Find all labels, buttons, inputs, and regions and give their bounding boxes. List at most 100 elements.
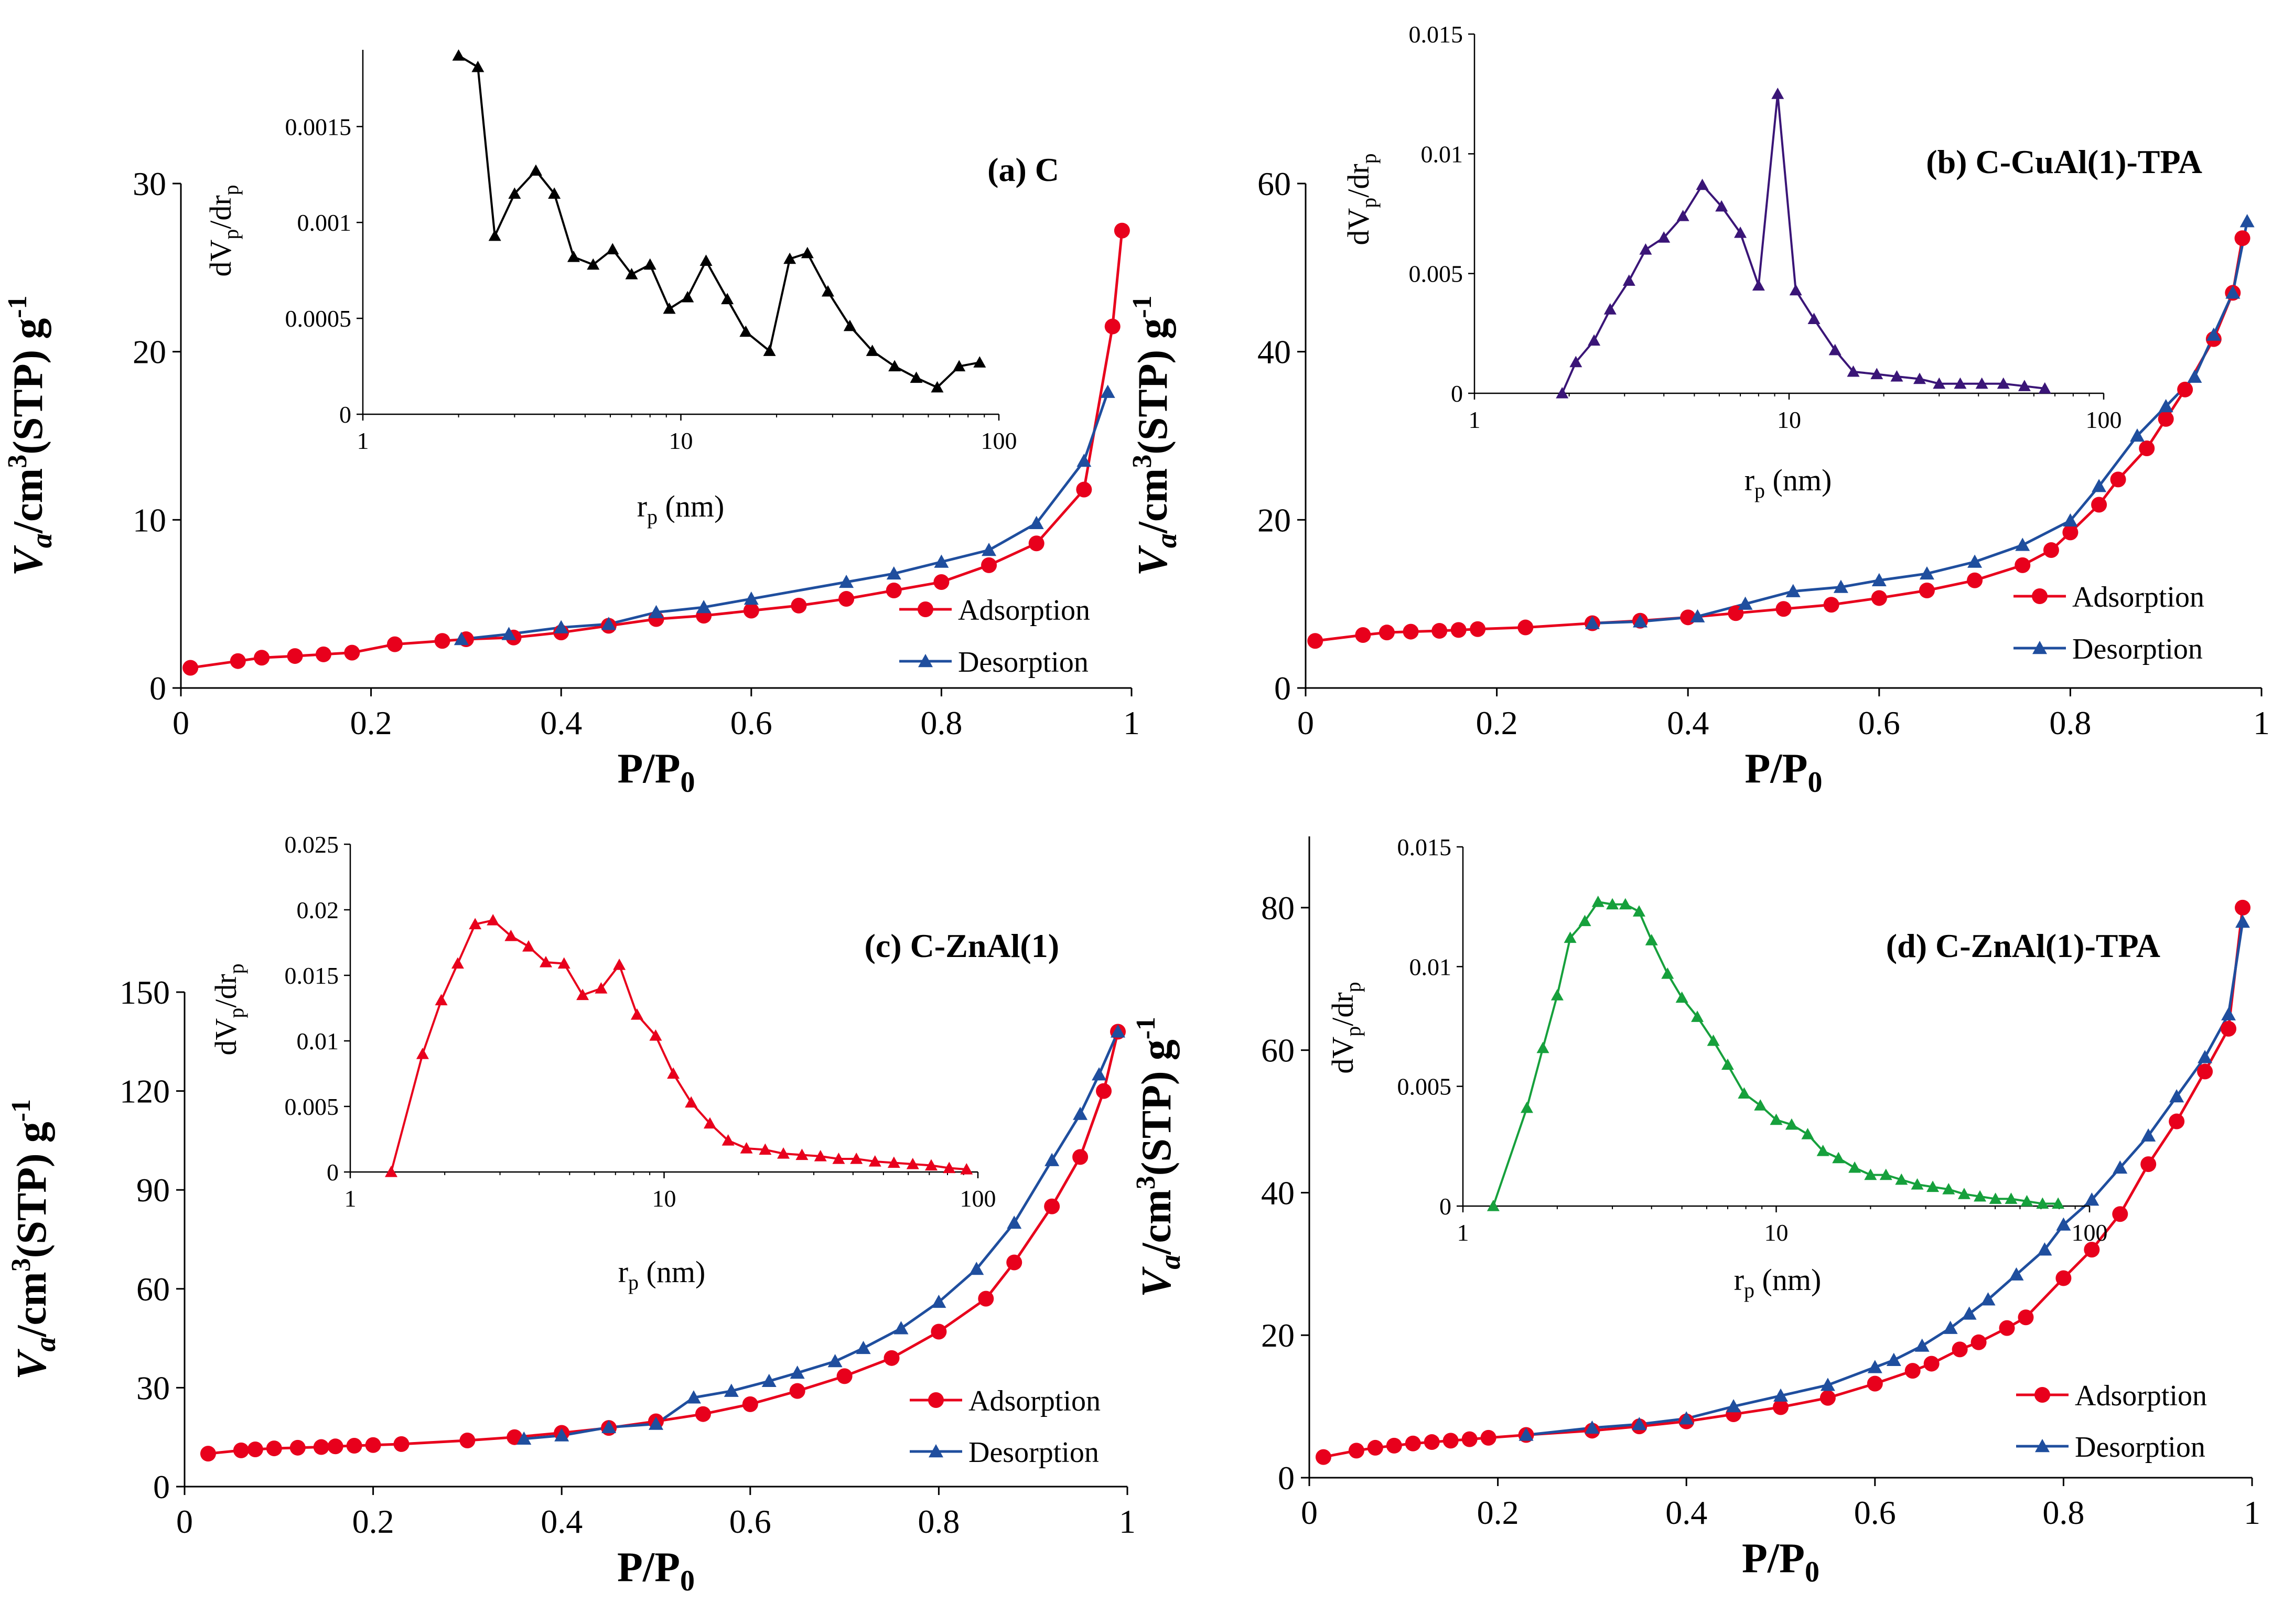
adsorption-point <box>1952 1341 1968 1358</box>
adsorption-point <box>884 1350 900 1366</box>
desorption-point <box>2198 1050 2213 1063</box>
inset-point <box>1848 1161 1861 1173</box>
legend-marker <box>2032 588 2048 604</box>
inset-point <box>1619 898 1632 910</box>
inset-y-tick-label: 0.01 <box>1421 141 1463 167</box>
desorption-point <box>1871 573 1887 586</box>
adsorption-point <box>386 636 403 652</box>
inset-point <box>763 345 776 356</box>
desorption-point <box>2015 537 2030 551</box>
inset-point <box>1752 279 1765 291</box>
adsorption-point <box>1450 622 1467 638</box>
panel-title: (a) C <box>987 151 1059 188</box>
inset-x-tick-label: 100 <box>981 427 1017 454</box>
desorption-point <box>1076 454 1092 467</box>
x-tick-label: 0.8 <box>2049 704 2091 741</box>
inset-point <box>452 49 465 61</box>
y-tick-label: 20 <box>1257 501 1291 539</box>
inset-point <box>2036 1197 2049 1209</box>
desorption-point <box>1833 579 1848 593</box>
legend-entry: Desorption <box>2072 633 2203 665</box>
desorption-point <box>454 632 469 646</box>
inset-y-tick-label: 0.001 <box>297 209 352 236</box>
desorption-point <box>649 1416 663 1430</box>
inset-y-tick-label: 0 <box>1439 1193 1451 1220</box>
desorption-point <box>1919 566 1934 580</box>
adsorption-point <box>1424 1434 1440 1450</box>
y-tick-label: 0 <box>1274 670 1291 707</box>
adsorption-point <box>1967 572 1983 588</box>
inset-x-tick-label: 1 <box>1469 406 1481 433</box>
desorption-point <box>2221 1007 2236 1020</box>
desorption-point <box>934 554 949 568</box>
x-tick-label: 0.8 <box>920 704 962 741</box>
adsorption-point <box>200 1446 216 1462</box>
series-line-desorption <box>461 391 1110 641</box>
desorption-point <box>2084 1192 2099 1206</box>
adsorption-point <box>315 646 331 662</box>
inset-point <box>1639 243 1652 255</box>
adsorption-point <box>266 1440 282 1457</box>
inset-point <box>1721 1058 1734 1070</box>
adsorption-point <box>743 603 759 619</box>
adsorption-point <box>1904 1363 1921 1379</box>
adsorption-point <box>344 644 360 661</box>
desorption-point <box>1886 1352 1901 1366</box>
inset-point <box>1879 1168 1892 1180</box>
adsorption-point <box>2112 1206 2128 1222</box>
y-tick-label: 60 <box>1257 165 1291 202</box>
adsorption-point <box>459 1432 476 1448</box>
x-tick-label: 0.2 <box>1477 1494 1519 1531</box>
legend-entry: Desorption <box>2075 1431 2205 1464</box>
inset-point <box>832 1153 845 1164</box>
adsorption-point <box>1480 1429 1496 1446</box>
legend-entry: Adsorption <box>968 1385 1101 1417</box>
inset-point <box>1801 1128 1814 1139</box>
inset-point <box>1569 356 1582 368</box>
inset-point <box>1738 1087 1751 1099</box>
adsorption-point <box>327 1438 343 1455</box>
inset-point <box>567 251 580 262</box>
desorption-point <box>601 617 616 630</box>
adsorption-point <box>1461 1431 1478 1447</box>
inset-point <box>1606 898 1619 910</box>
inset-y-axis-label: dVp/drp <box>1326 982 1365 1073</box>
x-tick-label: 0.2 <box>350 704 392 741</box>
inset-y-tick-label: 0.01 <box>1409 953 1452 980</box>
desorption-point <box>1867 1360 1882 1373</box>
adsorption-point <box>1315 1449 1331 1465</box>
desorption-point <box>1914 1338 1930 1352</box>
inset-point <box>2018 380 2031 391</box>
inset-point <box>1789 284 1802 296</box>
legend-entry: Adsorption <box>958 594 1090 627</box>
x-tick-label: 1 <box>1119 1503 1136 1540</box>
y-tick-label: 40 <box>1261 1174 1295 1211</box>
adsorption-point <box>1355 627 1371 643</box>
desorption-point <box>982 543 997 556</box>
inset-point <box>1828 343 1842 356</box>
legend-entry: Desorption <box>958 646 1089 679</box>
x-tick-label: 0.2 <box>1476 704 1518 741</box>
x-tick-label: 0.4 <box>1667 704 1709 741</box>
adsorption-point <box>2015 557 2031 573</box>
y-tick-label: 40 <box>1257 334 1291 371</box>
adsorption-point <box>1072 1149 1089 1165</box>
desorption-point <box>696 600 712 614</box>
y-tick-label: 30 <box>133 165 166 202</box>
inset-point <box>943 1161 956 1174</box>
adsorption-point <box>789 1383 805 1399</box>
desorption-point <box>1726 1399 1741 1413</box>
inset-point <box>1974 1190 1987 1202</box>
adsorption-point <box>1442 1433 1459 1449</box>
inset-y-axis-label: dVp/drp <box>203 185 243 276</box>
adsorption-point <box>2062 524 2079 541</box>
adsorption-point <box>2139 440 2155 457</box>
y-tick-label: 60 <box>136 1271 170 1308</box>
desorption-point <box>1073 1106 1088 1120</box>
adsorption-point <box>233 1442 249 1458</box>
adsorption-point <box>1307 633 1323 649</box>
desorption-point <box>2158 399 2173 413</box>
inset-point <box>1864 1168 1877 1180</box>
inset-point <box>1622 274 1635 286</box>
inset-point <box>487 914 500 926</box>
